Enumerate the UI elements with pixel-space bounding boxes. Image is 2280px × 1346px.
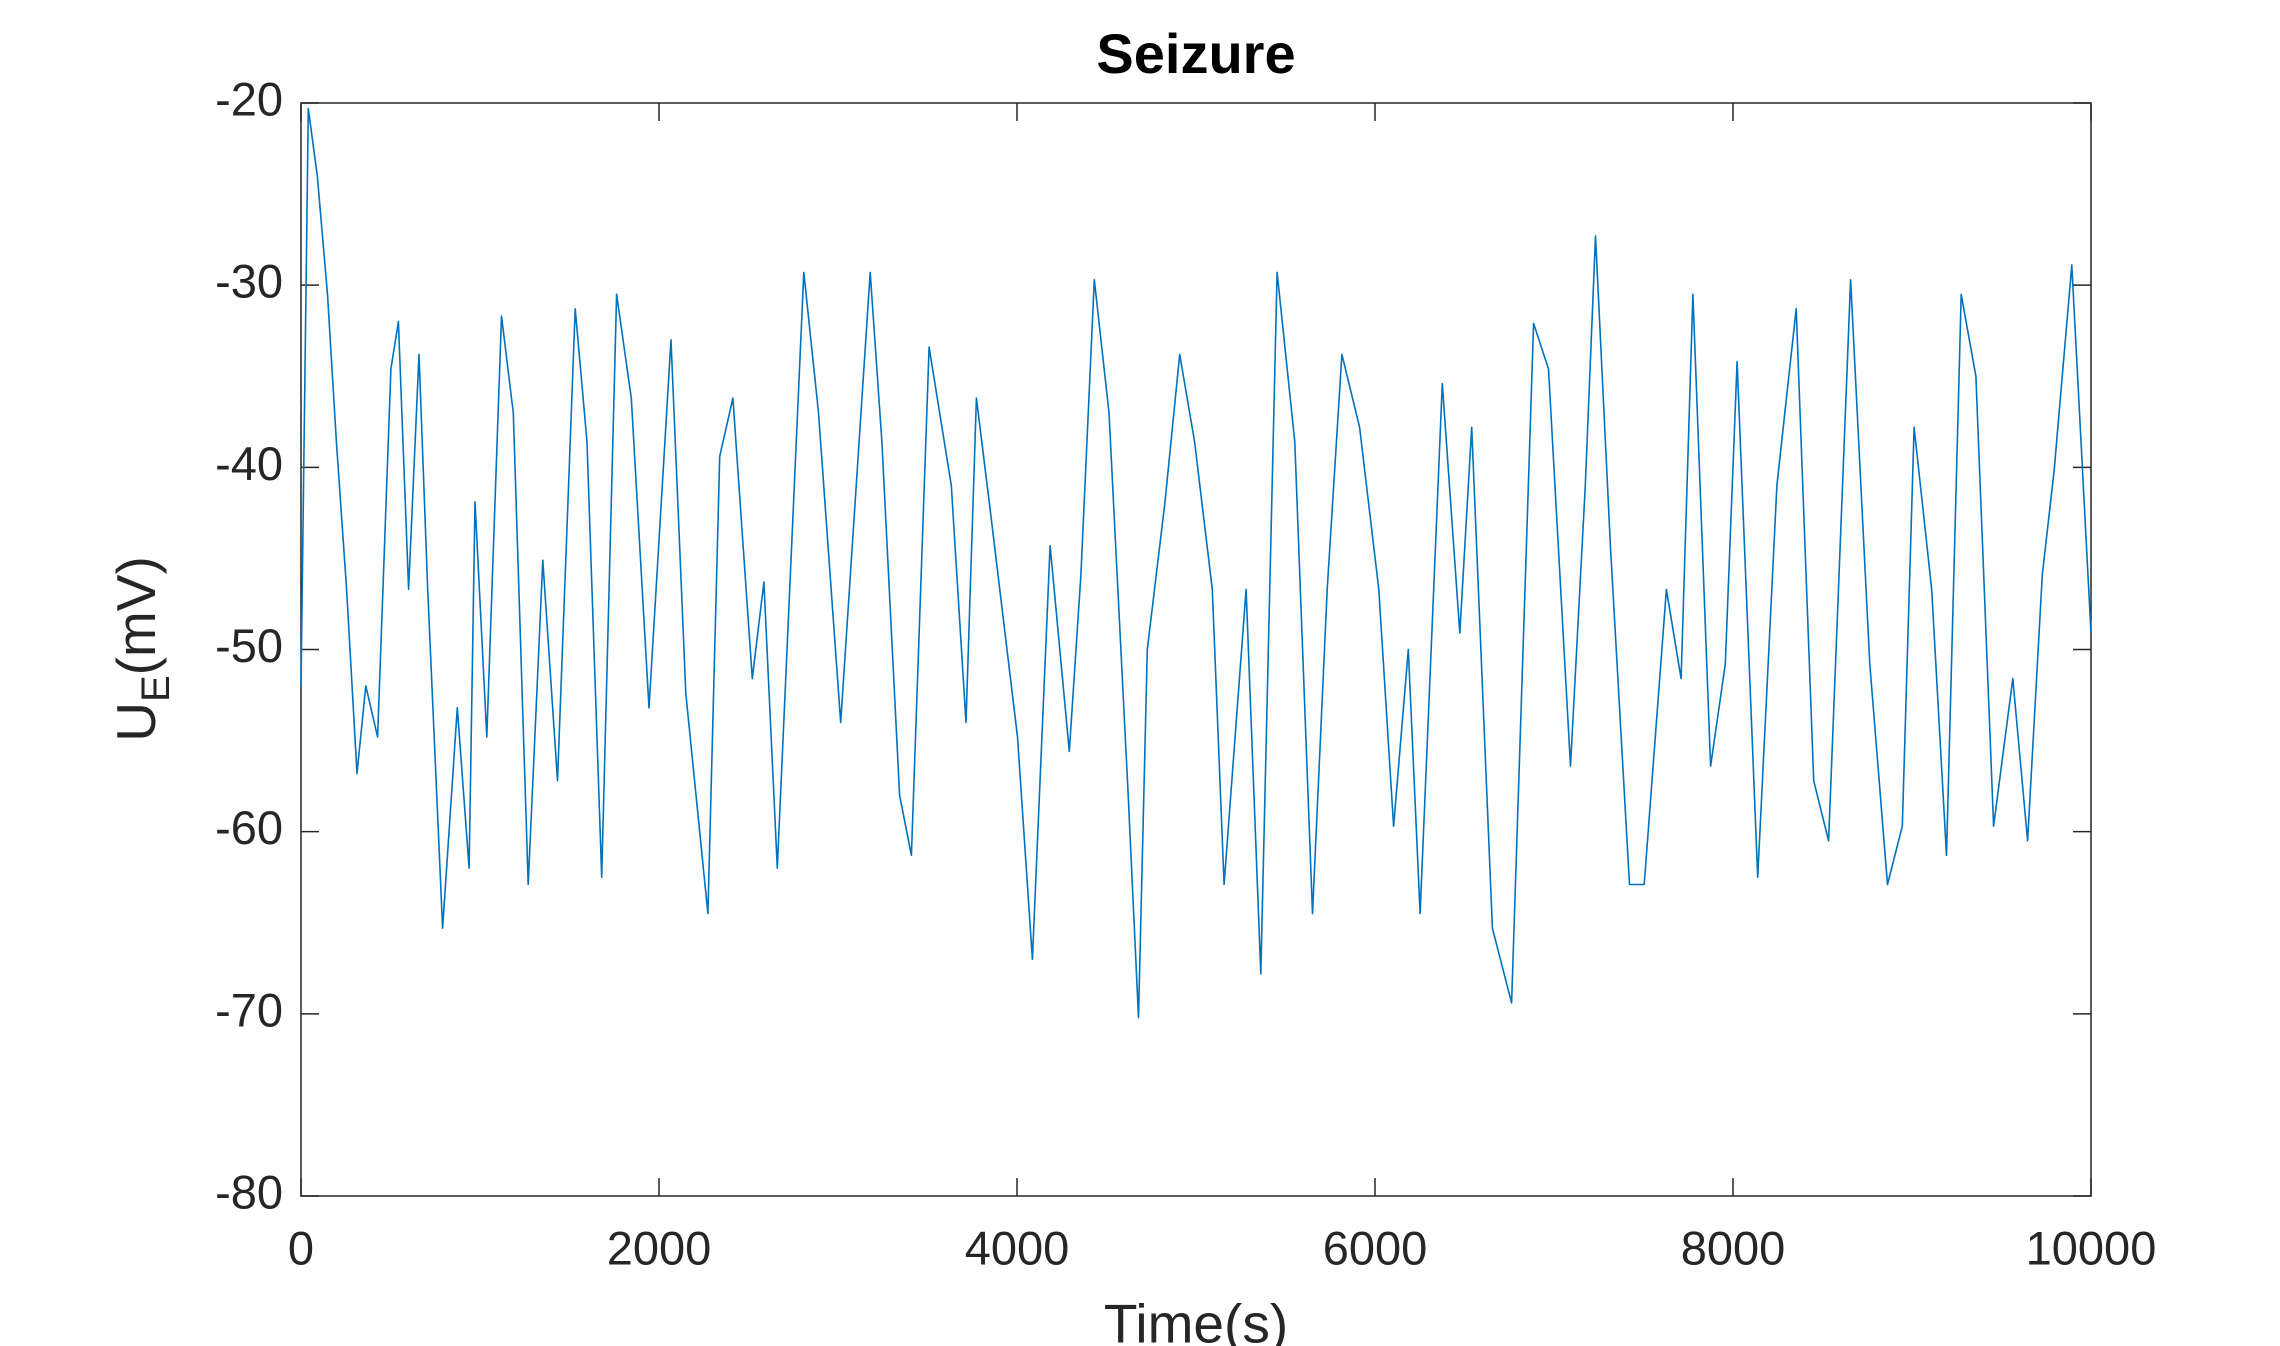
axes-box (300, 102, 2092, 1197)
x-tick-label: 2000 (607, 1221, 712, 1274)
signal-line (300, 107, 2092, 1019)
x-axis-label: Time(s) (1104, 1293, 1288, 1346)
y-tick-label: -70 (215, 983, 283, 1036)
x-tick-label: 6000 (1323, 1221, 1428, 1274)
y-tick-label: -40 (215, 437, 283, 490)
chart-title: Seizure (1096, 22, 1295, 85)
y-tick-label: -80 (215, 1165, 283, 1218)
y-axis-label: UE(mV) (105, 556, 178, 742)
x-tick-label: 4000 (965, 1221, 1070, 1274)
y-label-main: U (105, 702, 167, 742)
y-label-unit: (mV) (105, 556, 167, 675)
y-tick-label: -20 (215, 72, 283, 125)
y-tick-label: -60 (215, 801, 283, 854)
x-tick-label: 10000 (2026, 1221, 2157, 1274)
x-tick-label: 8000 (1681, 1221, 1786, 1274)
y-label-sub: E (134, 675, 178, 702)
y-tick-label: -50 (215, 619, 283, 672)
x-tick-label: 0 (288, 1221, 314, 1274)
y-tick-label: -30 (215, 255, 283, 308)
